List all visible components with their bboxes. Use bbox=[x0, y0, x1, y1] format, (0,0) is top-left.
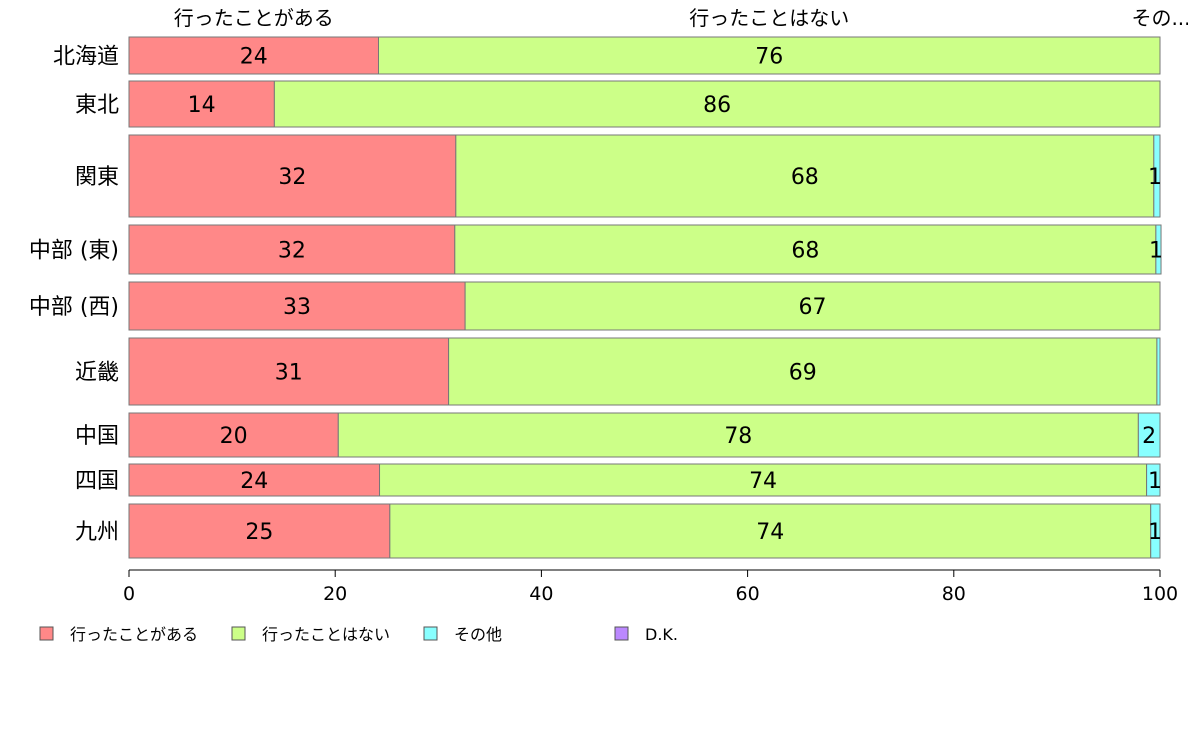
bar-segment bbox=[1155, 224, 1162, 275]
data-label: 1 bbox=[1148, 520, 1162, 545]
bar-segment bbox=[1150, 503, 1161, 559]
legend-swatch bbox=[614, 626, 629, 641]
category-label: 関東 bbox=[75, 165, 119, 190]
bar-segment bbox=[128, 224, 456, 275]
data-label: 32 bbox=[278, 239, 306, 264]
category-label: 北海道 bbox=[53, 45, 119, 70]
bar-segment bbox=[128, 412, 339, 458]
data-label: 1 bbox=[1148, 165, 1162, 190]
top-label: 行ったことがある bbox=[174, 6, 334, 30]
category-label: 中部 (東) bbox=[29, 239, 119, 264]
bar-segment bbox=[128, 281, 466, 331]
x-tick-label: 40 bbox=[529, 583, 553, 605]
data-label: 69 bbox=[789, 361, 817, 386]
legend-swatch bbox=[423, 626, 438, 641]
category-label: 東北 bbox=[75, 93, 119, 118]
bar-segment bbox=[128, 503, 391, 559]
bar-segment bbox=[128, 36, 380, 75]
data-label: 20 bbox=[220, 424, 248, 449]
bar-segment bbox=[454, 224, 1157, 275]
bar-segment bbox=[128, 337, 450, 406]
data-label: 24 bbox=[240, 469, 268, 494]
x-tick-label: 60 bbox=[736, 583, 760, 605]
x-tick-label: 20 bbox=[323, 583, 347, 605]
bar-segment bbox=[273, 80, 1161, 128]
data-label: 68 bbox=[791, 165, 819, 190]
data-label: 78 bbox=[724, 424, 752, 449]
data-label: 2 bbox=[1142, 424, 1156, 449]
bar-segment bbox=[389, 503, 1152, 559]
bar-segment bbox=[1153, 134, 1161, 218]
category-label: 九州 bbox=[75, 520, 119, 545]
data-label: 32 bbox=[278, 165, 306, 190]
data-label: 33 bbox=[283, 295, 311, 320]
category-label: 近畿 bbox=[75, 361, 119, 386]
data-label: 86 bbox=[703, 93, 731, 118]
bar-segment bbox=[128, 134, 457, 218]
data-label: 67 bbox=[799, 295, 827, 320]
bar-segment bbox=[378, 36, 1161, 75]
category-label: 中国 bbox=[75, 424, 119, 449]
bar-segment bbox=[1156, 337, 1161, 406]
data-label: 24 bbox=[240, 45, 268, 70]
bar-segment bbox=[379, 463, 1148, 497]
data-label: 74 bbox=[756, 520, 784, 545]
x-tick-label: 80 bbox=[942, 583, 966, 605]
x-tick-label: 100 bbox=[1142, 583, 1178, 605]
bar-segment bbox=[1146, 463, 1161, 497]
bar-segment bbox=[455, 134, 1155, 218]
bar-segment bbox=[128, 463, 381, 497]
data-label: 1 bbox=[1148, 469, 1162, 494]
data-label: 14 bbox=[188, 93, 216, 118]
data-label: 31 bbox=[275, 361, 303, 386]
top-label: その... bbox=[1131, 6, 1188, 30]
category-label: 中部 (西) bbox=[29, 295, 119, 320]
bar-segment bbox=[448, 337, 1158, 406]
legend-label: その他 bbox=[454, 625, 502, 644]
legend-label: D.K. bbox=[645, 625, 678, 644]
legend-swatch bbox=[39, 626, 54, 641]
top-label: 行ったことはない bbox=[689, 6, 849, 30]
legend-label: 行ったことはない bbox=[262, 625, 390, 644]
category-label: 四国 bbox=[75, 469, 119, 494]
data-label: 74 bbox=[749, 469, 777, 494]
x-tick-label: 0 bbox=[123, 583, 135, 605]
data-label: 68 bbox=[791, 239, 819, 264]
legend-swatch bbox=[231, 626, 246, 641]
bar-segment bbox=[128, 80, 275, 128]
data-label: 76 bbox=[755, 45, 783, 70]
data-label: 1 bbox=[1149, 239, 1163, 264]
bar-segment bbox=[464, 281, 1161, 331]
bar-segment bbox=[337, 412, 1139, 458]
legend-label: 行ったことがある bbox=[70, 625, 198, 644]
data-label: 25 bbox=[245, 520, 273, 545]
bar-segment bbox=[1137, 412, 1161, 458]
